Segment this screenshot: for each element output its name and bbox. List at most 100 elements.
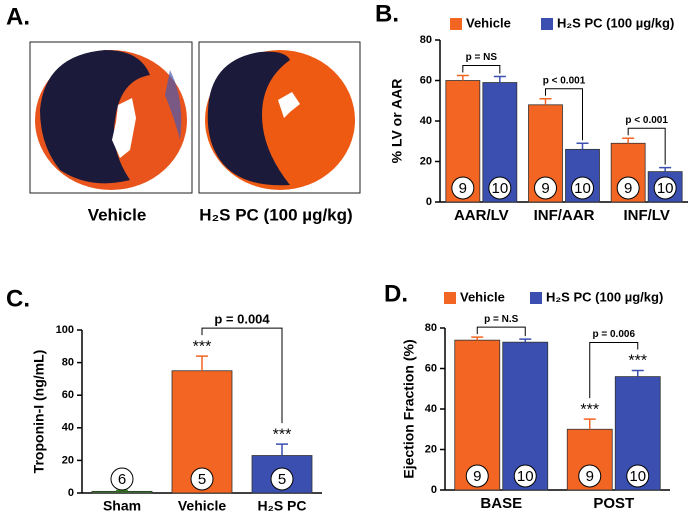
y-tick-label: 80 — [420, 34, 432, 46]
error-bar — [493, 75, 506, 83]
significance-stars: *** — [273, 426, 292, 443]
heart-lumen — [278, 92, 300, 118]
y-tick-label: 0 — [68, 487, 74, 499]
n-label: 5 — [278, 471, 286, 488]
comparison-label: p < 0.001 — [625, 115, 668, 126]
y-axis-label: Ejection Fraction (%) — [401, 339, 417, 478]
comparison-label: p = 0.006 — [592, 329, 635, 340]
n-marker — [190, 467, 214, 491]
image-caption: Vehicle — [88, 205, 147, 224]
error-bar — [196, 355, 208, 371]
error-bar — [539, 97, 552, 105]
error-bar — [519, 338, 532, 343]
y-tick-label: 0 — [426, 196, 432, 208]
n-label: 10 — [491, 180, 508, 197]
legend-swatch — [541, 18, 553, 30]
heart-tissue — [40, 50, 150, 184]
y-axis-label: Troponin-I (ng/mL) — [31, 350, 47, 474]
n-label: 10 — [574, 180, 591, 197]
x-tick-label: INF/LV — [623, 207, 669, 224]
panel-label: B. — [375, 0, 399, 27]
n-label: 9 — [459, 180, 467, 197]
n-marker — [571, 176, 594, 200]
n-label: 10 — [629, 468, 646, 485]
comparison-label: p = 0.004 — [214, 312, 270, 327]
error-bar — [576, 142, 589, 150]
x-tick-label: Vehicle — [178, 498, 226, 514]
panel-label: D. — [384, 280, 408, 307]
legend-swatch — [450, 18, 462, 30]
y-tick-label: 40 — [425, 403, 437, 415]
legend-label: H₂S PC (100 µg/kg) — [546, 289, 663, 304]
x-tick-label: POST — [593, 495, 634, 512]
n-marker — [653, 176, 677, 200]
legend-swatch — [530, 292, 542, 304]
n-label: 6 — [118, 471, 126, 488]
y-tick-label: 0 — [431, 484, 437, 496]
heart-tissue — [165, 70, 182, 140]
y-tick-label: 80 — [425, 322, 437, 334]
error-bar — [276, 443, 288, 456]
comparison-bracket — [589, 342, 639, 399]
comparison-label: p = N.S — [484, 314, 519, 325]
comparison-bracket — [476, 326, 526, 337]
n-label: 10 — [517, 468, 534, 485]
x-tick-label: Sham — [103, 498, 141, 514]
image-caption: H₂S PC (100 µg/kg) — [199, 205, 352, 224]
comparison-label: p < 0.001 — [543, 75, 586, 86]
significance-stars: *** — [193, 338, 212, 355]
y-tick-label: 80 — [62, 357, 74, 369]
y-tick-label: 60 — [425, 362, 437, 374]
n-marker — [578, 464, 602, 488]
error-bar — [622, 137, 635, 144]
y-tick-label: 20 — [425, 443, 437, 455]
n-marker — [513, 464, 537, 488]
y-tick-label: 100 — [56, 324, 74, 336]
n-marker — [270, 467, 294, 491]
y-tick-label: 20 — [62, 454, 74, 466]
legend-label: Vehicle — [466, 15, 511, 30]
error-bar — [631, 369, 644, 377]
error-bar — [583, 418, 596, 430]
n-marker — [465, 464, 489, 488]
legend-swatch — [444, 292, 456, 304]
significance-stars: *** — [628, 353, 647, 370]
error-bar — [471, 336, 484, 341]
n-label: 5 — [198, 471, 206, 488]
y-tick-label: 60 — [62, 389, 74, 401]
legend-label: H₂S PC (100 µg/kg) — [557, 15, 674, 30]
panel-label: C. — [6, 285, 30, 312]
comparison-bracket — [462, 64, 501, 74]
n-marker — [488, 176, 512, 200]
y-tick-label: 40 — [420, 115, 432, 127]
x-tick-label: AAR/LV — [454, 207, 509, 224]
x-tick-label: H₂S PC — [257, 498, 306, 514]
n-label: 10 — [657, 180, 674, 197]
n-marker — [616, 176, 640, 200]
significance-stars: *** — [580, 401, 599, 418]
n-label: 9 — [473, 468, 481, 485]
panel-label: A. — [6, 3, 30, 30]
n-marker — [110, 467, 134, 491]
n-marker — [534, 176, 557, 200]
panel-a: A. Vehicle H₂S PC (100 µg/kg) — [6, 3, 361, 224]
bar — [91, 490, 153, 494]
n-marker — [626, 464, 650, 488]
x-tick-label: INF/AAR — [534, 207, 595, 224]
comparison-label: p = NS — [466, 52, 498, 63]
n-marker — [451, 176, 475, 200]
n-label: 9 — [624, 180, 632, 197]
y-axis-label: % LV or AAR — [389, 79, 405, 164]
n-label: 9 — [541, 180, 549, 197]
y-tick-label: 60 — [420, 74, 432, 86]
x-tick-label: BASE — [480, 495, 522, 512]
error-bar — [659, 166, 672, 172]
comparison-bracket — [201, 327, 283, 424]
y-tick-label: 40 — [62, 422, 74, 434]
comparison-bracket — [627, 127, 666, 165]
heart-tissue — [207, 51, 290, 186]
y-tick-label: 20 — [420, 155, 432, 167]
error-bar — [456, 74, 469, 81]
